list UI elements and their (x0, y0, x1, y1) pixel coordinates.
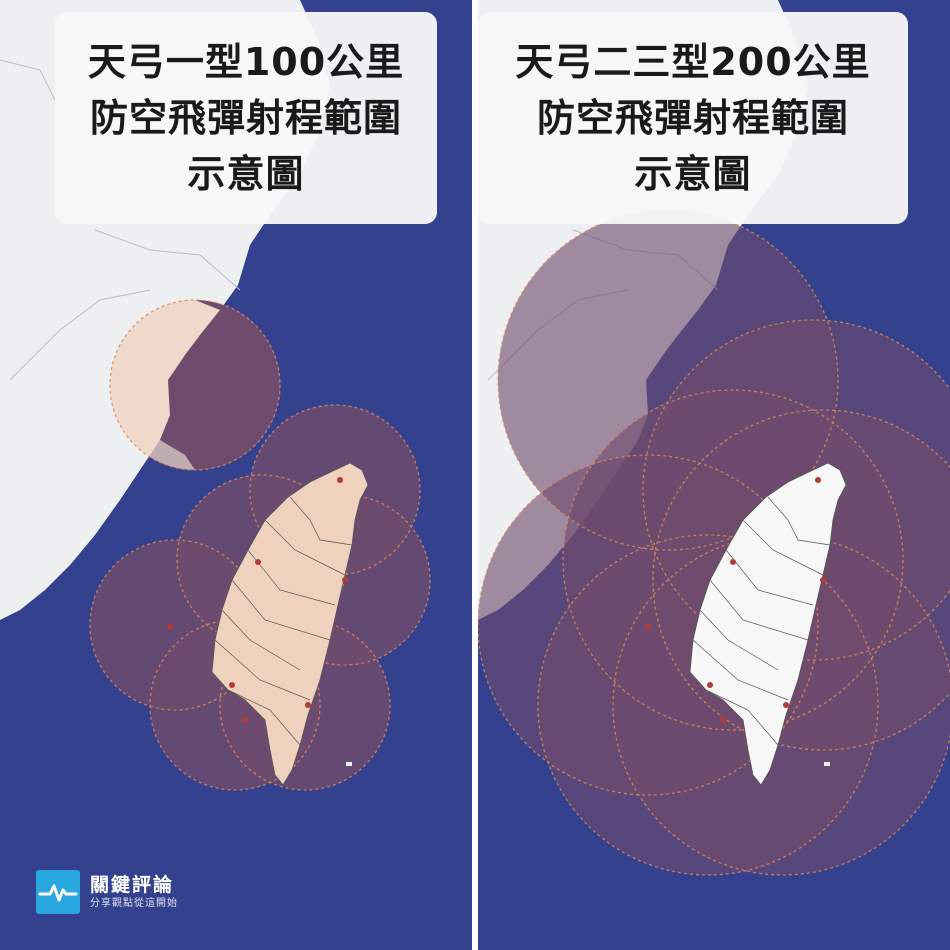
panel-divider (472, 0, 478, 950)
green-island-right (824, 762, 830, 766)
green-island-left (346, 762, 352, 766)
brand-slogan: 分享觀點從這開始 (90, 898, 178, 909)
title-line-1-left: 天弓一型100公里 (87, 40, 405, 84)
brand-name: 關鍵評論 (90, 874, 175, 896)
brand-logo-group: 關鍵評論 分享觀點從這開始 (36, 870, 178, 914)
panel-tk1-100km: 天弓一型100公里 防空飛彈射程範圍 示意圖 關鍵評論 分享觀點從這開始 (0, 0, 472, 950)
title-line-2-left: 防空飛彈射程範圍 (89, 96, 402, 140)
taiwan-island-right (689, 462, 847, 786)
taiwan-island-left (211, 462, 369, 786)
title-card-right: 天弓二三型200公里 防空飛彈射程範圍 示意圖 (478, 12, 908, 224)
county-lines-right (692, 496, 831, 746)
panel-tk23-200km: 天弓二三型200公里 防空飛彈射程範圍 示意圖 (478, 0, 950, 950)
title-line-3-right: 示意圖 (634, 152, 752, 196)
missile-sites-right (645, 477, 826, 723)
missile-sites-left (167, 477, 348, 723)
title-line-3-left: 示意圖 (187, 152, 305, 196)
title-line-1-right: 天弓二三型200公里 (515, 40, 871, 84)
title-card-left: 天弓一型100公里 防空飛彈射程範圍 示意圖 (55, 12, 437, 224)
title-line-2-right: 防空飛彈射程範圍 (536, 96, 849, 140)
county-lines-left (214, 496, 353, 746)
range-circle-kinmen-overlap (160, 300, 280, 470)
pulse-logo-icon (36, 870, 80, 914)
